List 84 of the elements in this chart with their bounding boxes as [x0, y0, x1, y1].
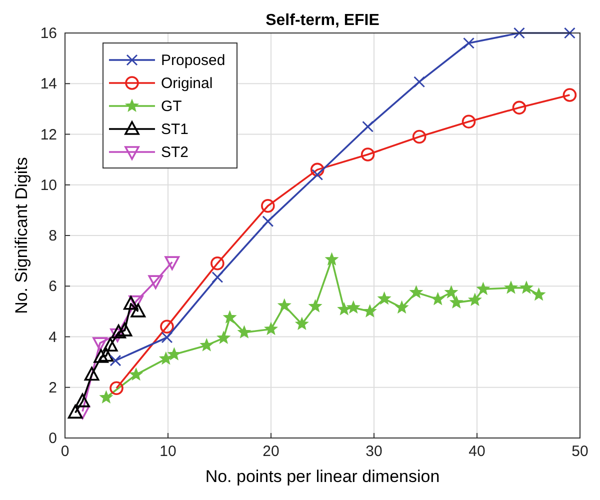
point: [326, 253, 338, 265]
point: [94, 349, 108, 363]
x-tick-label: 20: [262, 443, 280, 460]
point: [338, 302, 350, 315]
point: [362, 120, 374, 132]
y-axis-title: No. Significant Digits: [12, 157, 31, 314]
legend-label: Proposed: [161, 52, 226, 69]
point: [262, 216, 274, 228]
point: [512, 100, 526, 115]
y-tick-label: 6: [48, 278, 57, 296]
y-tick-label: 10: [40, 176, 57, 194]
y-tick-label: 12: [40, 126, 57, 144]
point: [84, 366, 100, 381]
point: [98, 348, 114, 362]
point: [414, 76, 426, 88]
y-tick-label: 8: [48, 228, 57, 244]
point: [309, 300, 322, 312]
point: [217, 332, 230, 344]
point: [117, 322, 132, 336]
point: [168, 348, 180, 360]
point: [520, 281, 533, 294]
point: [412, 130, 426, 144]
point: [68, 404, 83, 419]
point: [111, 324, 126, 338]
point: [130, 368, 142, 380]
legend-label: Original: [161, 75, 213, 92]
y-tick-label: 0: [48, 430, 57, 447]
x-tick-label: 30: [366, 443, 382, 460]
point: [504, 281, 518, 294]
point: [148, 275, 164, 289]
point: [513, 27, 525, 39]
point: [102, 338, 118, 352]
point: [224, 311, 236, 323]
point: [463, 37, 475, 49]
point: [396, 301, 408, 313]
y-tick-label: 14: [40, 76, 57, 93]
y-tick-label: 4: [48, 328, 57, 346]
x-tick-label: 0: [60, 443, 70, 460]
point: [450, 296, 463, 308]
point: [278, 299, 291, 311]
point: [432, 292, 444, 305]
point: [200, 338, 213, 351]
x-tick-label: 40: [468, 443, 486, 460]
point: [128, 295, 144, 310]
point: [445, 286, 458, 298]
point: [312, 169, 324, 180]
point: [360, 148, 375, 162]
point: [410, 286, 422, 298]
point: [562, 88, 577, 102]
point: [164, 256, 180, 270]
point: [310, 162, 324, 177]
point: [160, 320, 174, 334]
x-axis-title: No. points per linear dimension: [205, 467, 440, 486]
point: [75, 393, 90, 408]
chart-title: Self-term, EFIE: [266, 12, 380, 29]
point: [238, 326, 250, 338]
point: [296, 318, 308, 330]
point: [476, 282, 490, 295]
y-tick-label: 2: [48, 379, 57, 396]
point: [210, 256, 224, 270]
x-tick-label: 50: [572, 443, 588, 460]
point: [130, 304, 146, 318]
point: [264, 322, 278, 335]
point: [364, 304, 376, 317]
point: [161, 332, 173, 344]
legend-label: ST1: [161, 121, 189, 138]
point: [462, 114, 476, 128]
point: [532, 288, 546, 300]
point: [100, 391, 112, 403]
point: [347, 301, 360, 313]
y-tick-label: 16: [40, 25, 57, 42]
point: [212, 272, 224, 284]
legend-label: ST2: [161, 144, 189, 161]
point: [124, 296, 138, 310]
point: [160, 352, 172, 364]
legend-label: GT: [161, 98, 182, 115]
point: [378, 292, 391, 304]
x-tick-label: 10: [160, 443, 176, 460]
point: [92, 337, 108, 351]
point: [564, 27, 576, 39]
point: [261, 198, 275, 213]
point: [468, 294, 482, 306]
point: [110, 381, 124, 396]
point: [110, 354, 122, 366]
